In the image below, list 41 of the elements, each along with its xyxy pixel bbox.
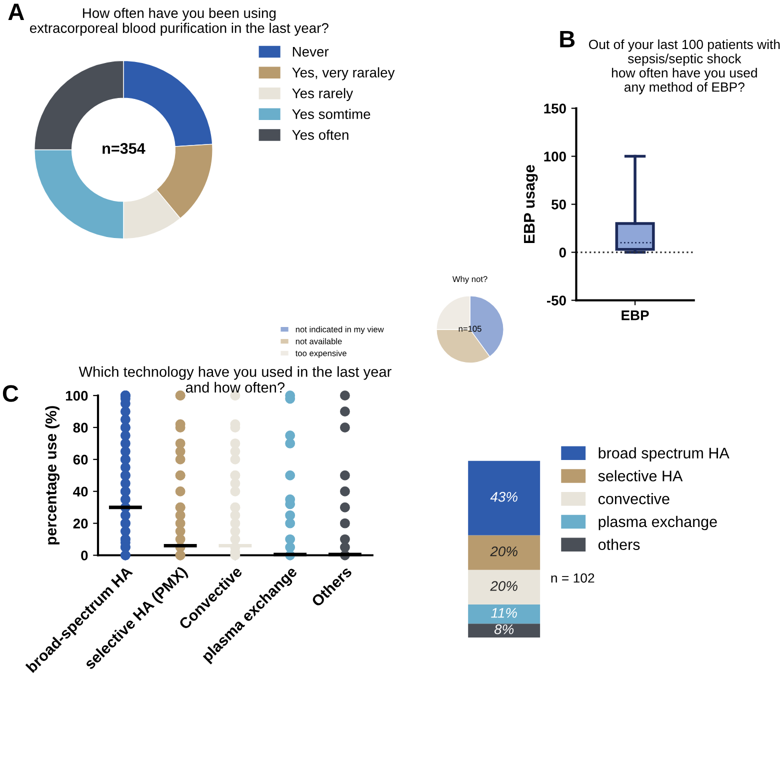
legend-label: broad spectrum HA [598, 447, 730, 462]
text: A [8, 4, 24, 20]
chart-title: Out of your last 100 patients with sepsis/septic shock how often have you used any method of EBP? [588, 39, 780, 94]
chart-title: How often have you been using extracorporeal blood purification in the last year? [30, 8, 328, 36]
legend-label: others [598, 538, 640, 550]
legend-label: convective [598, 493, 670, 504]
text: B [560, 30, 575, 48]
y-tick-label: 80 [73, 422, 88, 433]
legend-label: Yes somtime [292, 108, 370, 120]
y-tick-label: -50 [546, 296, 566, 306]
y-axis-title: EBP usage [524, 165, 538, 244]
y-tick-label: 20 [73, 518, 88, 528]
y-tick-label: 150 [544, 104, 566, 114]
data-label: 20% [490, 546, 518, 556]
data-label: 43% [490, 492, 518, 502]
data-label: 20% [490, 581, 518, 591]
y-tick-label: 0 [81, 550, 88, 560]
y-tick-label: 100 [544, 152, 566, 162]
y-tick-label: 40 [73, 486, 88, 497]
y-tick-label: 60 [73, 454, 88, 465]
y-tick-label: 100 [66, 390, 88, 401]
legend-label: Yes rarely [292, 88, 354, 102]
text: n=354 [102, 143, 146, 154]
y-tick-label: 0 [559, 248, 566, 258]
legend-label: Never [292, 46, 329, 57]
legend-label: too expensive [296, 350, 346, 358]
text: n = 102 [551, 573, 594, 583]
legend-label: Yes often [292, 130, 348, 140]
legend-label: plasma exchange [598, 516, 717, 530]
data-label: 11% [491, 608, 517, 618]
y-tick-label: 50 [552, 200, 566, 210]
chart-title: Why not? [452, 276, 488, 284]
legend-label: Yes, very raraley [292, 67, 395, 80]
text: C [2, 385, 18, 402]
x-tick-label: EBP [622, 310, 649, 320]
legend-label: not indicated in my view [296, 326, 384, 334]
text: n=105 [458, 326, 482, 332]
y-axis-title: percentage use (%) [45, 406, 60, 544]
data-label: 8% [494, 624, 514, 634]
legend-label: selective HA [598, 470, 683, 482]
legend-label: not available [296, 338, 342, 344]
